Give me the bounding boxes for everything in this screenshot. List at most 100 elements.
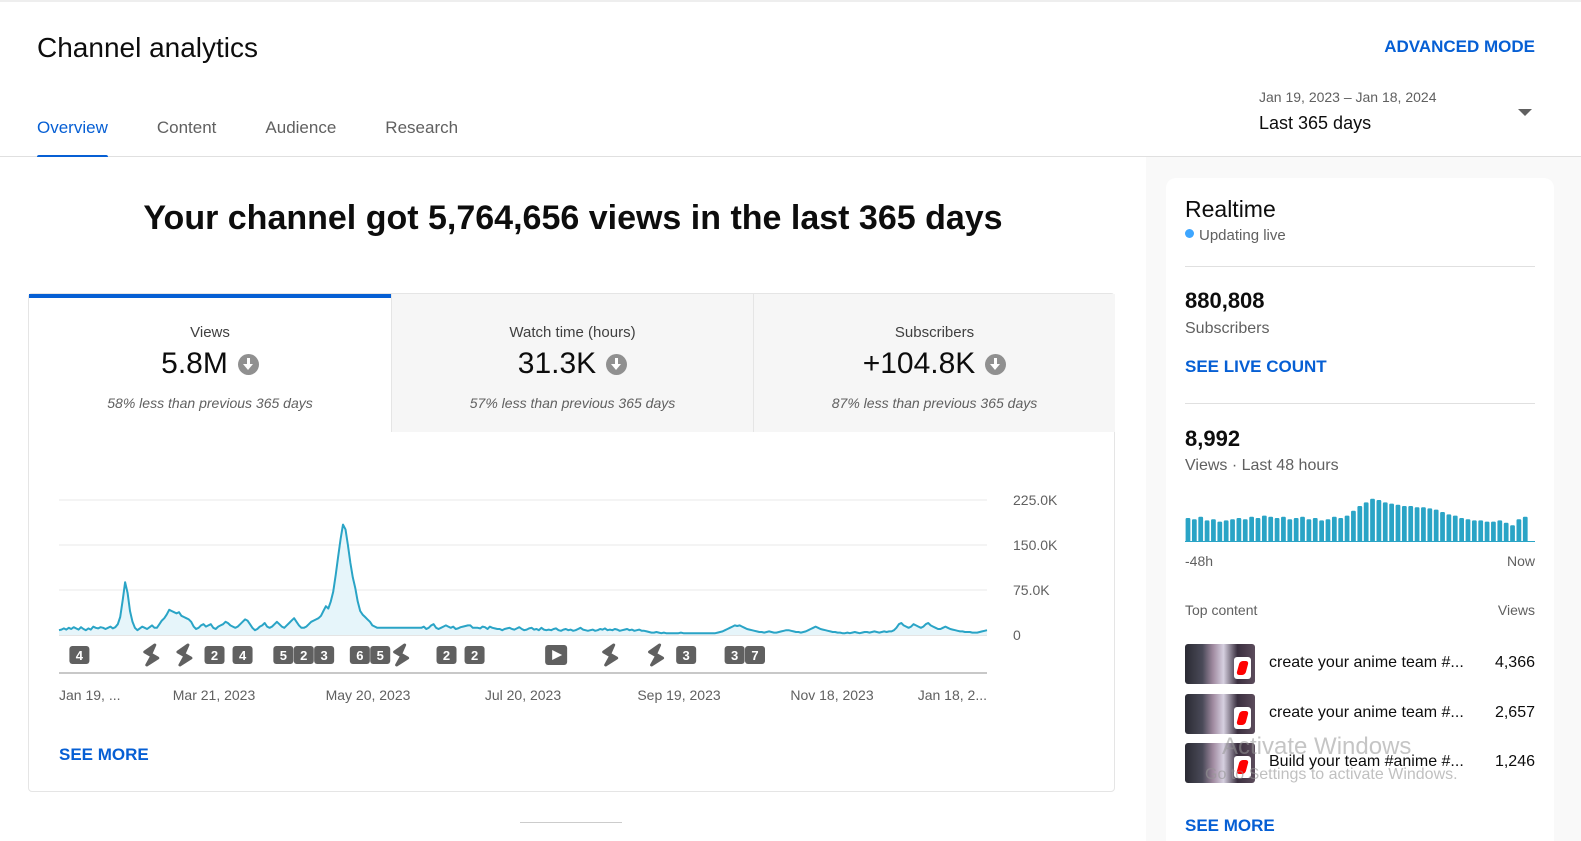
page-title: Channel analytics xyxy=(37,32,259,63)
content-marker[interactable] xyxy=(464,646,485,664)
realtime-bar[interactable] xyxy=(1249,516,1254,542)
realtime-bar[interactable] xyxy=(1331,516,1337,542)
realtime-bar[interactable] xyxy=(1281,516,1286,542)
content-marker[interactable] xyxy=(293,646,314,664)
realtime-bar[interactable] xyxy=(1459,518,1464,542)
realtime-bar[interactable] xyxy=(1198,516,1204,542)
see-more-link[interactable]: SEE MORE xyxy=(59,745,149,764)
realtime-bar[interactable] xyxy=(1503,522,1509,542)
realtime-bar[interactable] xyxy=(1357,506,1363,542)
realtime-bar[interactable] xyxy=(1268,516,1274,542)
realtime-bar[interactable] xyxy=(1491,521,1496,542)
arrow-down-icon xyxy=(985,353,1007,375)
realtime-bar[interactable] xyxy=(1261,515,1267,542)
realtime-bar[interactable] xyxy=(1300,516,1305,542)
realtime-bar[interactable] xyxy=(1204,520,1210,542)
realtime-bar[interactable] xyxy=(1223,520,1229,542)
realtime-bar[interactable] xyxy=(1382,502,1388,542)
x-tick-label: Mar 21, 2023 xyxy=(173,687,256,703)
content-marker[interactable] xyxy=(314,646,335,664)
realtime-bar[interactable] xyxy=(1465,519,1471,542)
activate-windows-hint: Go to Settings to activate Windows. xyxy=(1205,766,1458,783)
content-marker[interactable] xyxy=(69,646,90,664)
realtime-bar[interactable] xyxy=(1217,521,1223,542)
realtime-bar[interactable] xyxy=(1484,521,1490,542)
realtime-bar[interactable] xyxy=(1414,507,1420,542)
realtime-bar[interactable] xyxy=(1510,525,1515,542)
metric-subscribers[interactable]: Subscribers +104.8K 87% less than previo… xyxy=(753,294,1115,432)
realtime-bar[interactable] xyxy=(1185,518,1191,542)
shorts-marker-icon[interactable] xyxy=(176,643,193,667)
realtime-bar[interactable] xyxy=(1363,502,1369,542)
shorts-marker-icon[interactable] xyxy=(393,643,410,667)
realtime-bar[interactable] xyxy=(1344,515,1350,542)
realtime-bar[interactable] xyxy=(1191,519,1197,542)
content-marker[interactable] xyxy=(436,646,457,664)
content-marker[interactable] xyxy=(370,646,391,664)
realtime-bar[interactable] xyxy=(1255,518,1261,542)
content-marker[interactable] xyxy=(232,646,253,664)
realtime-bar[interactable] xyxy=(1408,506,1414,542)
realtime-bar[interactable] xyxy=(1421,507,1426,542)
video-views: 2,657 xyxy=(1494,704,1535,721)
realtime-bar-chart[interactable] xyxy=(1185,498,1535,542)
realtime-bar[interactable] xyxy=(1395,504,1401,542)
tab-overview[interactable]: Overview xyxy=(37,118,108,158)
realtime-bar[interactable] xyxy=(1427,508,1433,542)
realtime-bar[interactable] xyxy=(1242,519,1248,542)
realtime-bar[interactable] xyxy=(1312,518,1318,542)
realtime-bar[interactable] xyxy=(1351,510,1356,542)
arrow-down-icon xyxy=(606,353,628,375)
realtime-bar[interactable] xyxy=(1433,509,1439,542)
metric-comparison: 58% less than previous 365 days xyxy=(107,395,313,411)
content-marker[interactable] xyxy=(273,646,294,664)
metric-views[interactable]: Views 5.8M 58% less than previous 365 da… xyxy=(29,294,391,432)
content-marker-count: 7 xyxy=(751,648,758,663)
realtime-bar[interactable] xyxy=(1287,519,1293,542)
see-live-count-link[interactable]: SEE LIVE COUNT xyxy=(1185,357,1327,376)
shorts-marker-icon[interactable] xyxy=(648,643,665,667)
realtime-bar[interactable] xyxy=(1325,519,1331,542)
realtime-bar[interactable] xyxy=(1497,520,1503,542)
realtime-bar[interactable] xyxy=(1274,518,1280,542)
video-views: 1,246 xyxy=(1494,753,1535,770)
realtime-bar[interactable] xyxy=(1478,520,1484,542)
series-area xyxy=(59,524,987,635)
top-content-row[interactable]: create your anime team #... 4,366 xyxy=(1185,644,1535,684)
realtime-bar[interactable] xyxy=(1230,519,1235,542)
video-views: 4,366 xyxy=(1494,654,1535,671)
tab-research[interactable]: Research xyxy=(385,118,459,137)
realtime-bar[interactable] xyxy=(1211,519,1216,542)
realtime-bar[interactable] xyxy=(1516,519,1522,542)
content-marker[interactable] xyxy=(724,646,745,664)
realtime-bar[interactable] xyxy=(1236,518,1242,542)
top-content-row[interactable]: Build your team #anime #... 1,246 xyxy=(1185,743,1535,783)
shorts-marker-icon[interactable] xyxy=(602,643,619,667)
realtime-bar[interactable] xyxy=(1446,514,1452,542)
realtime-bar[interactable] xyxy=(1471,520,1477,542)
see-more-link[interactable]: SEE MORE xyxy=(1185,816,1275,835)
realtime-bar[interactable] xyxy=(1293,518,1299,542)
realtime-bar[interactable] xyxy=(1440,512,1445,542)
tab-content[interactable]: Content xyxy=(156,118,217,137)
realtime-bar[interactable] xyxy=(1522,516,1528,542)
content-marker[interactable] xyxy=(676,646,697,664)
metric-watch-time[interactable]: Watch time (hours) 31.3K 57% less than p… xyxy=(391,294,753,432)
realtime-bar[interactable] xyxy=(1401,506,1407,542)
realtime-bar[interactable] xyxy=(1306,519,1312,542)
realtime-bar[interactable] xyxy=(1452,515,1458,542)
realtime-bar[interactable] xyxy=(1319,520,1324,542)
date-range-selector[interactable]: Jan 19, 2023 – Jan 18, 2024 Last 365 day… xyxy=(1259,89,1544,134)
realtime-bar[interactable] xyxy=(1376,500,1382,542)
top-content-row[interactable]: create your anime team #... 2,657 xyxy=(1185,694,1535,734)
content-marker[interactable] xyxy=(745,646,765,664)
realtime-bar[interactable] xyxy=(1370,498,1375,542)
shorts-marker-icon[interactable] xyxy=(143,643,160,667)
advanced-mode-button[interactable]: ADVANCED MODE xyxy=(1384,37,1535,56)
realtime-bar[interactable] xyxy=(1389,503,1394,542)
content-marker[interactable] xyxy=(204,646,225,664)
content-marker[interactable] xyxy=(349,646,370,664)
tab-audience[interactable]: Audience xyxy=(265,118,337,137)
realtime-bar[interactable] xyxy=(1338,518,1344,542)
